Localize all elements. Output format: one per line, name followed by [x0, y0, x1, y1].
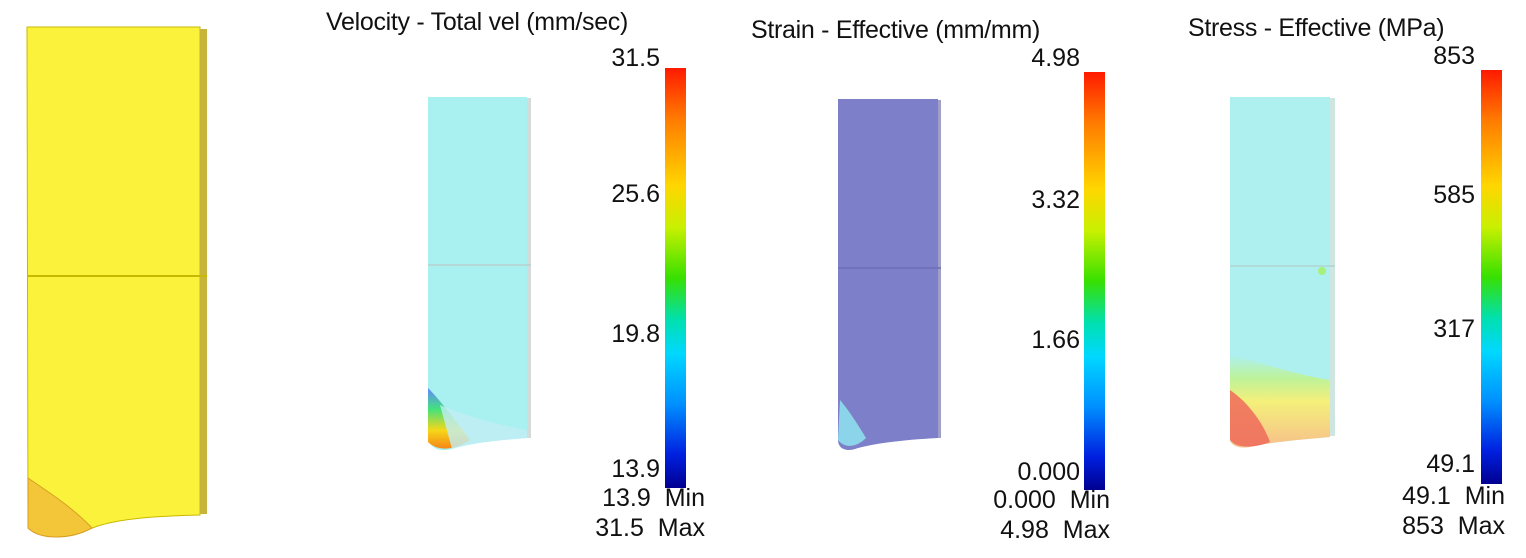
velocity-title: Velocity - Total vel (mm/sec)	[326, 8, 629, 36]
stress-tick-min: 49.1	[1426, 450, 1475, 478]
velocity-tick-max: 31.5	[611, 44, 660, 72]
velocity-min-row: 13.9 Min	[550, 484, 705, 513]
stress-min-label: Min	[1464, 482, 1505, 510]
strain-title: Strain - Effective (mm/mm)	[751, 16, 1040, 44]
stress-field-plot	[1230, 97, 1335, 448]
stress-tick-2: 585	[1433, 181, 1475, 209]
workpiece-block	[26, 26, 207, 538]
stress-tick-3: 317	[1433, 315, 1475, 343]
velocity-tick-2: 25.6	[611, 180, 660, 208]
velocity-max-label: Max	[657, 514, 705, 542]
stress-max-label: Max	[1457, 512, 1505, 540]
velocity-field-plot	[428, 97, 531, 451]
strain-tick-min: 0.000	[1017, 458, 1080, 486]
strain-tick-2: 3.32	[1031, 186, 1080, 214]
stress-color-scale	[1481, 70, 1502, 484]
strain-max-label: Max	[1062, 516, 1110, 544]
stress-min-value: 49.1	[1402, 482, 1451, 510]
velocity-tick-3: 19.8	[611, 320, 660, 348]
velocity-max-row: 31.5 Max	[550, 514, 705, 543]
stress-max-row: 853 Max	[1345, 512, 1505, 541]
stress-tick-max: 853	[1433, 42, 1475, 70]
velocity-color-scale	[665, 68, 686, 488]
velocity-min-value: 13.9	[602, 484, 651, 512]
velocity-tick-min: 13.9	[611, 455, 660, 483]
strain-field-plot	[838, 99, 941, 450]
stress-max-value: 853	[1402, 512, 1444, 540]
velocity-min-label: Min	[664, 484, 705, 512]
strain-min-label: Min	[1069, 486, 1110, 514]
strain-color-scale	[1084, 72, 1105, 490]
strain-tick-max: 4.98	[1031, 44, 1080, 72]
strain-min-value: 0.000	[993, 486, 1056, 514]
stress-min-row: 49.1 Min	[1345, 482, 1505, 511]
strain-max-value: 4.98	[1000, 516, 1049, 544]
stress-title: Stress - Effective (MPa)	[1188, 14, 1445, 42]
strain-tick-3: 1.66	[1031, 326, 1080, 354]
strain-min-row: 0.000 Min	[940, 486, 1110, 515]
velocity-max-value: 31.5	[595, 514, 644, 542]
strain-max-row: 4.98 Max	[940, 516, 1110, 545]
